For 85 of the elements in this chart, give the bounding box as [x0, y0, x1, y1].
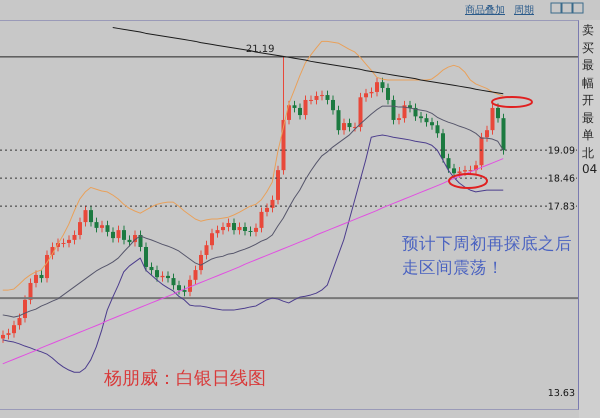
candlestick	[292, 100, 296, 113]
candlestick	[199, 250, 203, 276]
ref-line-label: 21.19	[246, 44, 275, 55]
candlestick	[23, 294, 27, 323]
candlestick	[182, 285, 186, 297]
y-tick-label: 19.09	[548, 146, 575, 157]
candlestick	[194, 265, 198, 285]
candlestick	[496, 103, 500, 124]
candlestick	[34, 270, 38, 288]
candlestick	[386, 83, 390, 105]
candlestick	[314, 91, 318, 105]
candlestick	[485, 125, 489, 142]
candlestick	[375, 77, 379, 97]
candlestick	[18, 313, 22, 330]
candlestick	[94, 217, 98, 233]
candlestick	[238, 222, 242, 236]
candlestick	[177, 280, 181, 296]
text: 单	[582, 127, 594, 144]
candlestick	[392, 95, 396, 125]
candlestick	[490, 103, 494, 136]
candlestick	[348, 118, 352, 132]
candlestick	[100, 220, 104, 233]
candlestick	[326, 90, 330, 105]
candlestick	[6, 328, 10, 340]
line-series	[2, 40, 504, 291]
candlestick	[452, 163, 456, 178]
candlestick	[380, 77, 384, 93]
candlestick	[172, 273, 176, 290]
candlestick	[72, 230, 76, 245]
text: 04	[582, 162, 598, 176]
candlestick	[254, 222, 258, 237]
candlestick	[138, 230, 142, 252]
candlestick	[67, 234, 71, 248]
y-tick-label: 18.46	[548, 174, 575, 185]
annotation: 杨朋威：白银日线图	[104, 367, 266, 390]
candlestick	[226, 218, 230, 232]
candlestick	[364, 88, 368, 102]
candlestick	[188, 274, 192, 297]
y-tick-label: 17.83	[548, 202, 575, 213]
text: 最	[582, 110, 594, 126]
candlestick	[342, 118, 346, 136]
candlestick	[430, 117, 434, 130]
candlestick	[216, 225, 220, 238]
text: 卖	[582, 22, 594, 39]
text: 周期	[514, 4, 534, 17]
candlestick	[89, 205, 93, 228]
candlestick	[116, 225, 120, 244]
text: 幅	[582, 74, 594, 92]
candlestick	[260, 206, 264, 233]
candlestick	[243, 222, 247, 236]
candlestick	[370, 87, 374, 98]
candlestick	[424, 113, 428, 128]
candlestick	[320, 90, 324, 101]
candlestick	[446, 153, 450, 174]
candlestick	[232, 218, 236, 236]
candlestick	[265, 202, 269, 217]
candlestick	[144, 242, 148, 272]
annotation: 预计下周初再探底之后走区间震荡！	[402, 233, 573, 279]
candlestick	[397, 113, 401, 125]
candlestick	[221, 222, 225, 236]
candlestick	[248, 226, 252, 237]
candlestick	[45, 250, 49, 284]
text: 北	[582, 144, 594, 162]
candlestick	[122, 225, 126, 245]
candlestick	[111, 226, 115, 244]
candlestick	[331, 95, 335, 116]
text: 开	[582, 92, 594, 109]
candlestick	[150, 262, 154, 276]
candlestick	[84, 205, 88, 228]
candlestick	[436, 120, 440, 138]
candlestick	[204, 240, 208, 260]
candlestick	[336, 105, 340, 136]
candlestick	[106, 220, 110, 237]
candlestick	[40, 270, 44, 284]
text: 买	[582, 40, 594, 56]
candlestick	[12, 320, 16, 338]
candlestick	[210, 228, 214, 250]
candlestick	[78, 217, 82, 240]
y-tick-label: 13.63	[548, 388, 575, 400]
text: 商品叠加	[465, 4, 505, 17]
candlestick	[155, 265, 159, 282]
candlestick	[1, 330, 5, 344]
candlestick	[270, 194, 274, 213]
text: 最	[582, 57, 594, 74]
candlestick	[298, 103, 302, 120]
